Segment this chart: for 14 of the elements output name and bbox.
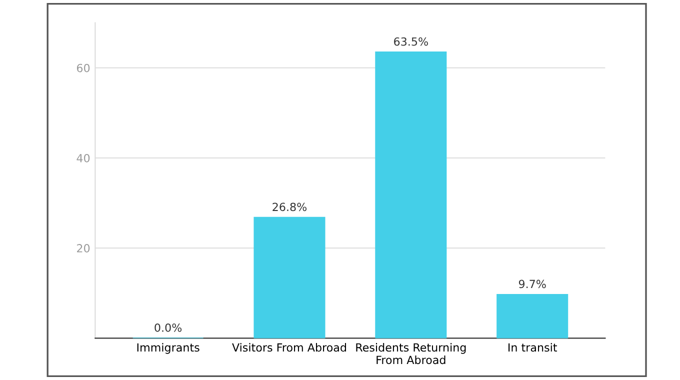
x-tick-label: In transit xyxy=(508,343,558,352)
data-label: 26.8% xyxy=(272,202,307,212)
y-tick-label: 60 xyxy=(76,64,90,72)
data-label: 0.0% xyxy=(154,323,182,332)
data-label: 63.5% xyxy=(394,37,428,46)
bar xyxy=(254,216,326,338)
bar xyxy=(375,52,447,338)
bar xyxy=(496,294,568,338)
y-tick-label: 20 xyxy=(77,244,90,252)
data-label: 9.7% xyxy=(518,280,546,288)
x-tick-label: Residents Returning From Abroad xyxy=(356,343,466,364)
x-tick-label: Visitors From Abroad xyxy=(232,343,346,352)
x-tick-label: Immigrants xyxy=(137,343,200,354)
y-tick-label: 40 xyxy=(76,154,90,162)
